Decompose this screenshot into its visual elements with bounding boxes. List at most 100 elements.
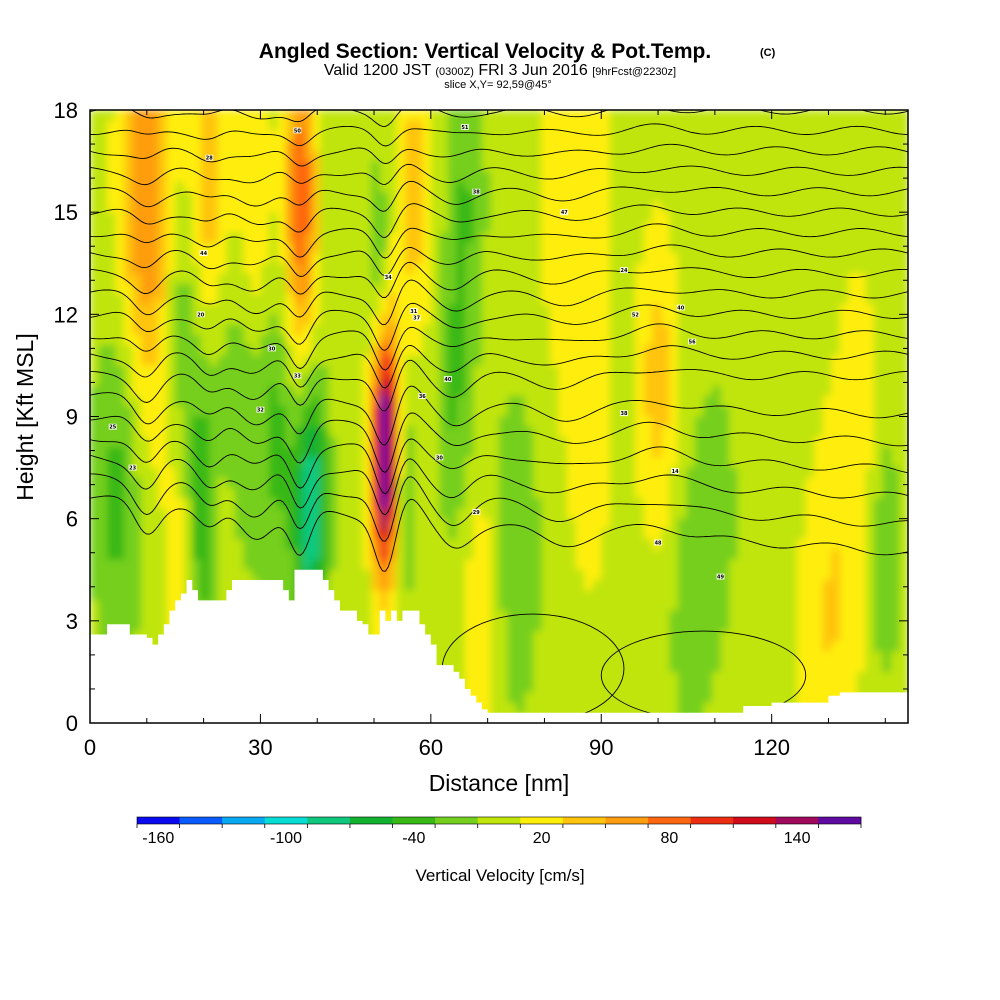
velocity-cell [882, 140, 892, 152]
velocity-cell [388, 457, 398, 469]
velocity-cell [780, 150, 790, 162]
velocity-cell [209, 406, 219, 418]
velocity-cell [822, 324, 833, 336]
velocity-cell [251, 191, 262, 203]
velocity-cell [618, 171, 628, 183]
velocity-cell [635, 171, 645, 183]
velocity-cell [430, 569, 441, 581]
velocity-cell [149, 385, 159, 397]
velocity-cell [337, 242, 347, 254]
velocity-cell [107, 477, 117, 489]
velocity-cell [618, 110, 628, 122]
velocity-cell [473, 140, 483, 152]
velocity-cell [226, 355, 236, 367]
velocity-cell [746, 130, 756, 142]
velocity-cell [516, 436, 526, 448]
velocity-cell [660, 181, 671, 193]
velocity-cell [601, 447, 611, 459]
velocity-cell [379, 385, 390, 397]
velocity-cell [703, 334, 713, 346]
velocity-cell [899, 161, 908, 173]
velocity-cell [98, 314, 108, 326]
velocity-cell [430, 365, 441, 377]
velocity-cell [473, 488, 483, 500]
velocity-cell [592, 253, 603, 265]
velocity-cell [499, 416, 509, 428]
velocity-cell [200, 232, 211, 244]
velocity-cell [499, 559, 509, 571]
velocity-cell [115, 610, 125, 622]
velocity-cell [371, 467, 381, 479]
velocity-cell [473, 293, 483, 305]
velocity-cell [780, 396, 790, 408]
velocity-cell [422, 498, 432, 510]
velocity-cell [209, 498, 219, 510]
velocity-cell [609, 631, 620, 643]
velocity-cell [822, 488, 833, 500]
velocity-cell [371, 212, 381, 224]
velocity-cell [217, 304, 228, 316]
velocity-cell [98, 569, 108, 581]
velocity-cell [771, 508, 781, 520]
velocity-cell [533, 191, 543, 203]
velocity-cell [388, 334, 398, 346]
velocity-cell [337, 498, 347, 510]
velocity-cell [652, 150, 662, 162]
velocity-cell [268, 436, 279, 448]
velocity-cell [814, 528, 824, 540]
velocity-cell [209, 232, 219, 244]
velocity-cell [720, 631, 730, 643]
velocity-cell [507, 161, 517, 173]
velocity-cell [703, 579, 713, 591]
velocity-cell [652, 375, 662, 387]
velocity-cell [567, 600, 577, 612]
velocity-cell [669, 539, 679, 551]
velocity-cell [200, 549, 211, 561]
velocity-cell [464, 324, 475, 336]
velocity-cell [294, 263, 304, 275]
velocity-cell [737, 242, 747, 254]
velocity-cell [490, 426, 500, 438]
velocity-cell [388, 590, 398, 602]
velocity-cell [618, 385, 628, 397]
velocity-cell [98, 559, 108, 571]
velocity-cell [354, 222, 364, 234]
velocity-cell [763, 314, 773, 326]
velocity-cell [677, 130, 688, 142]
velocity-cell [550, 324, 560, 336]
velocity-cell [90, 304, 100, 316]
velocity-cell [626, 283, 637, 295]
velocity-cell [456, 549, 466, 561]
velocity-cell [303, 559, 313, 571]
velocity-cell [90, 385, 100, 397]
velocity-cell [464, 344, 475, 356]
velocity-cell [524, 242, 534, 254]
velocity-cell [533, 283, 543, 295]
velocity-cell [516, 610, 526, 622]
velocity-cell [882, 293, 892, 305]
velocity-cell [873, 191, 884, 203]
velocity-cell [567, 569, 577, 581]
velocity-cell [277, 334, 287, 346]
velocity-cell [550, 600, 560, 612]
velocity-cell [141, 467, 151, 479]
velocity-cell [873, 600, 884, 612]
velocity-cell [234, 140, 245, 152]
velocity-cell [149, 242, 159, 254]
velocity-cell [405, 232, 415, 244]
velocity-cell [729, 120, 739, 132]
velocity-cell [797, 579, 807, 591]
velocity-cell [447, 590, 458, 602]
velocity-cell [124, 191, 134, 203]
velocity-cell [626, 212, 637, 224]
velocity-cell [797, 539, 807, 551]
velocity-cell [618, 242, 628, 254]
velocity-cell [90, 406, 100, 418]
velocity-cell [516, 120, 526, 132]
velocity-cell [132, 191, 142, 203]
velocity-cell [464, 488, 475, 500]
velocity-cell [115, 273, 125, 285]
velocity-cell [354, 518, 364, 530]
velocity-cell [405, 375, 415, 387]
velocity-cell [839, 273, 850, 285]
